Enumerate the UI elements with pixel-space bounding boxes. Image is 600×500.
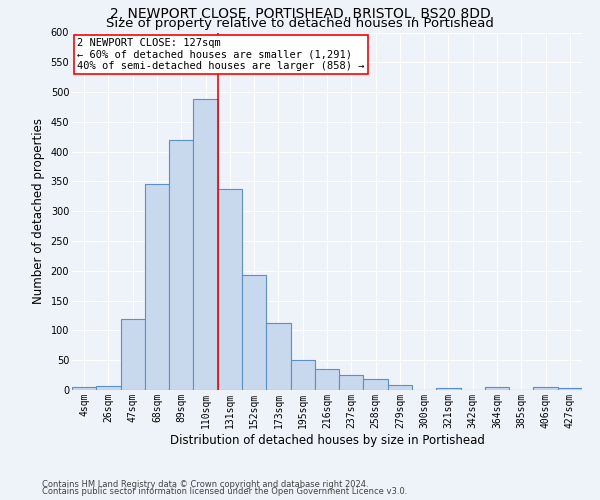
- Text: Contains HM Land Registry data © Crown copyright and database right 2024.: Contains HM Land Registry data © Crown c…: [42, 480, 368, 489]
- Bar: [315, 369, 339, 390]
- Text: Size of property relative to detached houses in Portishead: Size of property relative to detached ho…: [106, 18, 494, 30]
- Bar: [96, 386, 121, 390]
- Bar: [339, 375, 364, 390]
- Text: 2, NEWPORT CLOSE, PORTISHEAD, BRISTOL, BS20 8DD: 2, NEWPORT CLOSE, PORTISHEAD, BRISTOL, B…: [110, 8, 490, 22]
- Bar: [121, 318, 145, 390]
- Bar: [290, 360, 315, 390]
- Bar: [485, 387, 509, 390]
- X-axis label: Distribution of detached houses by size in Portishead: Distribution of detached houses by size …: [170, 434, 484, 446]
- Bar: [145, 184, 169, 390]
- Text: 2 NEWPORT CLOSE: 127sqm
← 60% of detached houses are smaller (1,291)
40% of semi: 2 NEWPORT CLOSE: 127sqm ← 60% of detache…: [77, 38, 365, 71]
- Text: Contains public sector information licensed under the Open Government Licence v3: Contains public sector information licen…: [42, 488, 407, 496]
- Bar: [533, 387, 558, 390]
- Bar: [436, 388, 461, 390]
- Bar: [169, 140, 193, 390]
- Bar: [218, 188, 242, 390]
- Bar: [388, 384, 412, 390]
- Bar: [72, 387, 96, 390]
- Bar: [364, 378, 388, 390]
- Y-axis label: Number of detached properties: Number of detached properties: [32, 118, 45, 304]
- Bar: [266, 324, 290, 390]
- Bar: [242, 275, 266, 390]
- Bar: [193, 99, 218, 390]
- Bar: [558, 388, 582, 390]
